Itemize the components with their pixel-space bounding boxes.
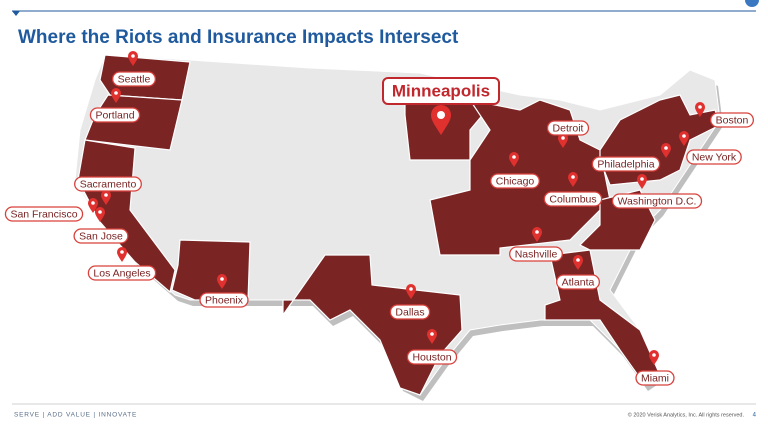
city-label-box <box>73 228 129 244</box>
city-pin-dot <box>512 155 516 159</box>
city-label-box <box>543 191 603 207</box>
city-label-box <box>509 246 563 262</box>
city-label-box <box>111 71 157 87</box>
city-label: New York <box>692 151 737 163</box>
city-label: Seattle <box>118 73 151 85</box>
city-pin <box>568 172 578 187</box>
city-pin <box>101 190 111 205</box>
city-pin-dot <box>682 134 686 138</box>
city-label-box <box>686 149 742 165</box>
city-pin-dot <box>91 201 95 205</box>
city-pin-dot <box>220 277 224 281</box>
city-label-box <box>74 176 142 192</box>
city-pin <box>406 284 416 299</box>
city-markers: Seattle Portland Sacramento San FranciscoSa… <box>4 51 755 386</box>
city-pin <box>558 133 568 148</box>
city-pin-dot <box>576 258 580 262</box>
city-pin <box>509 152 519 167</box>
featured-pin <box>431 105 451 135</box>
city-label-box <box>611 193 703 209</box>
city-label: San Jose <box>79 230 123 242</box>
city-pin <box>427 329 437 344</box>
featured-label-box <box>382 77 500 105</box>
city-label: Boston <box>716 114 749 126</box>
logo-corner <box>745 0 759 7</box>
footer-tagline: SERVE | ADD VALUE | INNOVATE <box>14 412 137 419</box>
city-label: Columbus <box>549 193 596 205</box>
city-pin-dot <box>131 54 135 58</box>
city-pin <box>128 51 138 66</box>
city-pin-dot <box>535 230 539 234</box>
city-pin <box>637 174 647 189</box>
city-label-box <box>389 304 431 320</box>
featured-city-label: Minneapolis <box>392 81 490 100</box>
city-pin <box>649 350 659 365</box>
city-pin <box>111 88 121 103</box>
us-map <box>74 54 723 401</box>
city-pin-dot <box>652 353 656 357</box>
city-label-box <box>406 349 458 365</box>
city-label: Chicago <box>496 175 535 187</box>
city-pin <box>95 207 105 222</box>
city-pin-dot <box>698 105 702 109</box>
city-label: Atlanta <box>562 276 595 288</box>
featured-city: Minneapolis <box>382 77 500 135</box>
city-pin-dot <box>104 193 108 197</box>
city-label: Los Angeles <box>93 267 150 279</box>
city-label: Philadelphia <box>597 158 654 170</box>
city-label: Washington D.C. <box>618 195 697 207</box>
city-label-box <box>591 156 661 172</box>
footer-copyright: © 2020 Verisk Analytics, Inc. All rights… <box>628 411 745 418</box>
city-label-box <box>635 370 675 386</box>
city-label-box <box>89 107 141 123</box>
featured-pin-dot <box>437 111 445 119</box>
city-pin-dot <box>571 175 575 179</box>
city-pin <box>88 198 98 213</box>
state-region <box>171 239 251 301</box>
city-label: Miami <box>641 372 669 384</box>
page-number: 4 <box>753 413 757 419</box>
city-pin <box>117 247 127 262</box>
city-pin-dot <box>664 146 668 150</box>
header-marker <box>12 11 20 16</box>
slide-title: Where the Riots and Insurance Impacts In… <box>18 27 459 48</box>
city-label-box <box>490 173 540 189</box>
city-label: Nashville <box>515 248 558 260</box>
city-label: Dallas <box>395 306 424 318</box>
city-label: Phoenix <box>205 294 244 306</box>
city-label-box <box>199 292 249 308</box>
city-pin <box>661 143 671 158</box>
city-pin <box>695 102 705 117</box>
city-label-box <box>555 274 601 290</box>
city-pin-dot <box>114 91 118 95</box>
city-label-box <box>4 206 84 222</box>
city-label: San Francisco <box>10 208 77 220</box>
city-label: Portland <box>95 109 134 121</box>
city-pin-dot <box>561 136 565 140</box>
city-pin-dot <box>98 210 102 214</box>
city-pin <box>532 227 542 242</box>
city-pin-dot <box>409 287 413 291</box>
city-label: Sacramento <box>80 178 137 190</box>
city-pin-dot <box>430 332 434 336</box>
city-pin-dot <box>640 177 644 181</box>
city-pin <box>217 274 227 289</box>
city-pin <box>679 131 689 146</box>
city-label: Detroit <box>553 122 584 134</box>
city-pin-dot <box>120 250 124 254</box>
city-label: Houston <box>412 351 451 363</box>
city-label-box <box>87 265 157 281</box>
city-label-box <box>709 112 755 128</box>
city-label-box <box>546 120 590 136</box>
city-pin <box>573 255 583 270</box>
